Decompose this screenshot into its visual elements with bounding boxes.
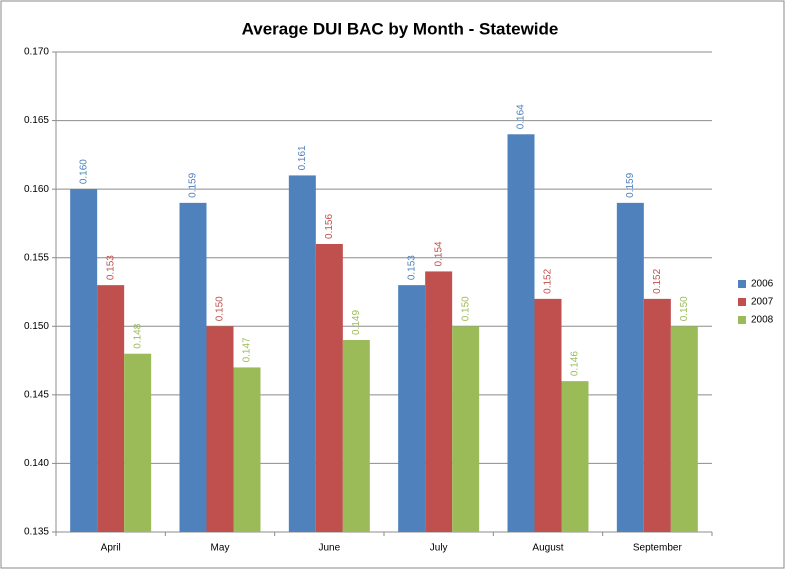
y-tick-label: 0.135 (24, 527, 49, 538)
x-tick-label: September (633, 543, 683, 554)
y-tick-label: 0.140 (24, 458, 49, 469)
x-tick-label: May (211, 543, 230, 554)
bar (288, 175, 316, 532)
value-label: 0.164 (516, 104, 527, 129)
value-label: 0.148 (132, 323, 143, 348)
bar (233, 367, 261, 532)
value-label: 0.152 (543, 268, 554, 293)
value-label: 0.147 (242, 337, 253, 362)
bar (425, 271, 453, 532)
bar (342, 340, 370, 532)
legend-label: 2006 (751, 279, 774, 290)
value-label: 0.154 (433, 241, 444, 266)
value-label: 0.153 (105, 255, 116, 280)
legend-swatch (738, 316, 746, 324)
bar (70, 189, 98, 532)
bar (452, 326, 480, 532)
value-label: 0.150 (679, 296, 690, 321)
value-label: 0.150 (460, 296, 471, 321)
legend-swatch (738, 298, 746, 306)
bar (507, 134, 535, 533)
x-tick-label: August (532, 543, 563, 554)
value-label: 0.152 (652, 268, 663, 293)
value-label: 0.160 (78, 159, 89, 184)
legend-label: 2007 (751, 297, 774, 308)
value-label: 0.159 (188, 172, 199, 197)
y-tick-label: 0.150 (24, 321, 49, 332)
value-label: 0.150 (215, 296, 226, 321)
y-tick-label: 0.160 (24, 184, 49, 195)
value-label: 0.161 (297, 145, 308, 170)
bar (643, 298, 671, 532)
x-tick-label: July (430, 543, 448, 554)
x-tick-label: April (101, 543, 121, 554)
y-tick-label: 0.165 (24, 115, 49, 126)
bar (534, 298, 562, 532)
bar (315, 244, 343, 532)
bar (124, 353, 152, 532)
legend-label: 2008 (751, 315, 774, 326)
x-tick-label: June (318, 543, 340, 554)
bar (179, 202, 207, 532)
value-label: 0.153 (406, 255, 417, 280)
y-tick-label: 0.170 (24, 47, 49, 58)
bar (670, 326, 698, 532)
value-label: 0.156 (324, 214, 335, 239)
bar (398, 285, 426, 532)
bar (97, 285, 125, 532)
chart-title: Average DUI BAC by Month - Statewide (242, 19, 559, 38)
value-label: 0.146 (570, 351, 581, 376)
y-tick-label: 0.145 (24, 389, 49, 400)
value-label: 0.149 (351, 310, 362, 335)
legend-swatch (738, 280, 746, 288)
bar (616, 202, 644, 532)
value-label: 0.159 (625, 172, 636, 197)
y-tick-label: 0.155 (24, 252, 49, 263)
bar (561, 381, 589, 532)
bar (206, 326, 234, 532)
